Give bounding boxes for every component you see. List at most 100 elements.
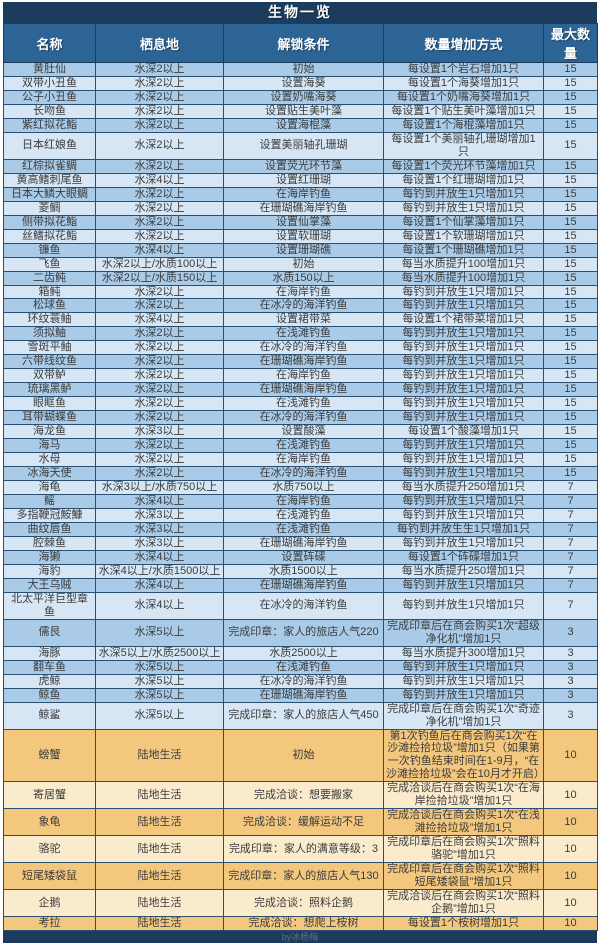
cell-method: 每设置1个贴生美叶藻增加1只 [383, 103, 544, 119]
cell-name: 耳带蝴蝶鱼 [3, 410, 96, 426]
cell-method: 第1次钓鱼后在商会购买1次“在沙滩捡拾垃圾”增加1只（如果第一次钓鱼结束时间在1… [383, 728, 545, 783]
cell-habitat: 水深4以上 [95, 591, 224, 620]
table-row: 海马 水深2以上 在浅滩钓鱼 每钓到并放生1只增加1只 15 [3, 438, 598, 454]
cell-habitat: 水深2以上 [95, 200, 224, 216]
cell-habitat: 水深4以上 [95, 549, 224, 565]
cell-unlock: 设置贴生美叶藻 [223, 103, 384, 119]
cell-name: 红棕拟雀鲷 [3, 158, 96, 174]
cell-max: 7 [543, 480, 598, 496]
table-row: 水母 水深2以上 在海岸钓鱼 每钓到并放生1只增加1只 15 [3, 452, 598, 468]
cell-method: 每钓到并放生1只增加1只 [383, 382, 544, 398]
cell-name: 双带鲈 [3, 368, 96, 384]
cell-max: 15 [543, 340, 598, 356]
table-row: 海豚 水深5以上/水质2500以上 水质2500以上 每当水质提升300增加1只 3 [3, 645, 598, 661]
cell-method: 每钓到并放生1只增加1只 [383, 326, 544, 342]
table-row: 双带小丑鱼 水深2以上 设置海葵 每设置1个海葵增加1只 15 [3, 75, 598, 91]
cell-max: 15 [543, 158, 598, 174]
cell-habitat: 水深2以上 [95, 284, 224, 300]
cell-name: 海豚 [3, 645, 96, 661]
cell-name: 海马 [3, 438, 96, 454]
cell-method: 每钓到并放生1只增加1只 [383, 340, 544, 356]
cell-unlock: 在浅滩钓鱼 [223, 396, 384, 412]
cell-max: 7 [543, 577, 598, 593]
table-row: 翻车鱼 水深5以上 在浅滩钓鱼 每钓到并放生1只增加1只 3 [3, 659, 598, 675]
cell-name: 儒艮 [3, 618, 96, 647]
cell-method: 每设置1个红珊瑚增加1只 [383, 172, 544, 188]
table-row: 耳带蝴蝶鱼 水深2以上 在冰冷的海洋钓鱼 每钓到并放生1只增加1只 15 [3, 410, 598, 426]
cell-unlock: 在海岸钓鱼 [223, 494, 384, 509]
cell-method: 每当水质提升250增加1只 [383, 563, 544, 579]
cell-method: 每钓到并放生生1只增加1只 [383, 521, 544, 537]
table-row: 眼眶鱼 水深2以上 在浅滩钓鱼 每钓到并放生1只增加1只 15 [3, 396, 598, 412]
cell-method: 每当水质提升100增加1只 [383, 256, 544, 272]
cell-method: 每钓到并放生1只增加1只 [383, 396, 544, 412]
table-row: 侧带拟花鮨 水深2以上 设置仙掌藻 每设置1个仙掌藻增加1只 15 [3, 214, 598, 230]
table-row: 鲸鱼 水深5以上 在珊瑚礁海岸钓鱼 每钓到并放生1只增加1只 3 [3, 687, 598, 703]
cell-method: 完成洽谈后在商会购买1次“照料企鹅”增加1只 [383, 889, 544, 918]
cell-habitat: 水深5以上/水质2500以上 [95, 645, 224, 661]
cell-max: 15 [543, 117, 598, 133]
cell-max: 15 [543, 368, 598, 384]
cell-method: 每设置1个裙带菜增加1只 [383, 312, 544, 328]
cell-method: 每设置1个美丽轴孔珊瑚增加1只 [383, 131, 544, 160]
cell-max: 15 [543, 89, 598, 105]
cell-max: 15 [543, 242, 598, 258]
table-row: 黄肚仙 水深2以上 初始 每设置1个岩石增加1只 15 [3, 62, 598, 77]
cell-habitat: 水深2以上 [95, 326, 224, 342]
cell-max: 15 [543, 75, 598, 91]
table-row: 海獭 水深4以上 设置砗磲 每设置1个砗磲增加1只 7 [3, 549, 598, 565]
cell-max: 15 [543, 466, 598, 482]
cell-name: 海豹 [3, 563, 96, 579]
cell-habitat: 水深2以上 [95, 466, 224, 482]
cell-method: 完成印章后在商会购买1次“超级净化机”增加1只 [383, 618, 544, 647]
cell-name: 黄高鳍刺尾鱼 [3, 172, 96, 188]
cell-name: 鳐 [3, 494, 96, 509]
table-header-row: 名称 栖息地 解锁条件 数量增加方式 最大数量 [3, 23, 598, 63]
cell-max: 10 [543, 728, 598, 783]
cell-method: 每钓到并放生1只增加1只 [383, 673, 544, 689]
cell-max: 15 [543, 326, 598, 342]
cell-name: 松球鱼 [3, 298, 96, 314]
table-row: 北太平洋巨型章鱼 水深4以上 在冰冷的海洋钓鱼 每钓到并放生1只增加1只 7 [3, 591, 598, 620]
cell-name: 短尾矮袋鼠 [3, 862, 96, 891]
cell-max: 15 [543, 228, 598, 244]
cell-max: 15 [543, 424, 598, 440]
column-header-unlock: 解锁条件 [223, 23, 384, 63]
cell-name: 北太平洋巨型章鱼 [3, 591, 96, 620]
cell-habitat: 水深5以上 [95, 687, 224, 703]
cell-unlock: 水质750以上 [223, 480, 384, 496]
cell-unlock: 完成印章：家人的旅店人气220 [223, 618, 384, 647]
cell-method: 每钓到并放生1只增加1只 [383, 687, 544, 703]
page-title: 生物一览 [3, 2, 597, 23]
cell-method: 每钓到并放生1只增加1只 [383, 410, 544, 426]
cell-name: 双带小丑鱼 [3, 75, 96, 91]
cell-method: 每设置1个岩石增加1只 [383, 62, 544, 77]
cell-habitat: 陆地生活 [95, 916, 224, 932]
cell-name: 冰海天使 [3, 466, 96, 482]
table-row: 镰鱼 水深4以上 设置珊瑚礁 每设置1个珊瑚礁增加1只 15 [3, 242, 598, 258]
table-row: 长吻鱼 水深2以上 设置贴生美叶藻 每设置1个贴生美叶藻增加1只 15 [3, 103, 598, 119]
cell-max: 15 [543, 186, 598, 202]
cell-method: 完成印章后在商会购买1次“照料骆驼”增加1只 [383, 835, 544, 864]
cell-method: 每钓到并放生1只增加1只 [383, 200, 544, 216]
table-row: 多指鞭冠鮟鱇 水深3以上 在浅滩钓鱼 每钓到并放生1只增加1只 7 [3, 508, 598, 523]
table-row: 红棕拟雀鲷 水深2以上 设置荧光环节藻 每设置1个荧光环节藻增加1只 15 [3, 158, 598, 174]
cell-name: 鲸鲨 [3, 701, 96, 730]
cell-max: 7 [543, 549, 598, 565]
cell-name: 琉璃黑鲈 [3, 382, 96, 398]
table-row: 六带线纹鱼 水深2以上 在珊瑚礁海岸钓鱼 每钓到并放生1只增加1只 15 [3, 354, 598, 370]
cell-method: 每钓到并放生1只增加1只 [383, 438, 544, 454]
cell-method: 完成印章后在商会购买1次“照料短尾矮袋鼠”增加1只 [383, 862, 544, 891]
cell-method: 每钓到并放生1只增加1只 [383, 452, 544, 468]
cell-name: 鲸鱼 [3, 687, 96, 703]
cell-unlock: 在珊瑚礁海岸钓鱼 [223, 354, 384, 370]
cell-method: 每设置1个酸藻增加1只 [383, 424, 544, 440]
cell-method: 每设置1个海棍藻增加1只 [383, 117, 544, 133]
table-row: 紫红拟花鮨 水深2以上 设置海棍藻 每设置1个海棍藻增加1只 15 [3, 117, 598, 133]
cell-unlock: 设置海葵 [223, 75, 384, 91]
cell-max: 15 [543, 270, 598, 286]
cell-method: 每钓到并放生1只增加1只 [383, 186, 544, 202]
credit-footer: by冰杨梅 [3, 931, 597, 943]
column-header-max: 最大数量 [543, 23, 598, 63]
cell-max: 3 [543, 618, 598, 647]
